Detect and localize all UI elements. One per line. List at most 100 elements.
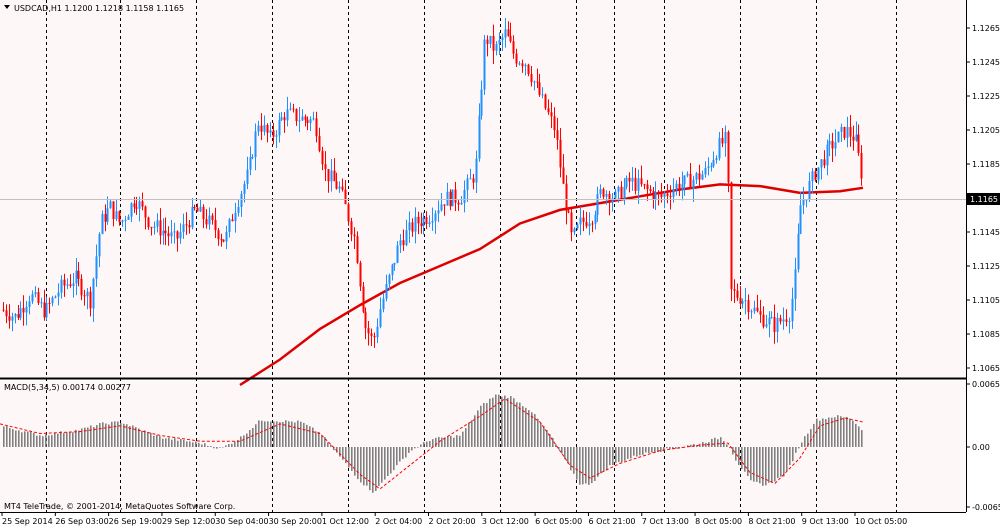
candle-body (257, 125, 260, 132)
time-tick-label: 3 Oct 12:00 (482, 517, 529, 526)
macd-bar (855, 423, 857, 447)
moving-average (239, 183, 864, 387)
macd-bar (786, 447, 788, 471)
macd-bar (207, 445, 209, 447)
candle-body (196, 207, 199, 212)
candle-body (51, 297, 54, 304)
macd-bar (555, 444, 557, 447)
candle-body (608, 193, 611, 203)
candle-body (686, 173, 689, 176)
macd-bar (804, 436, 806, 447)
macd-bar (357, 447, 359, 480)
macd-bar (225, 445, 227, 447)
candle-body (794, 269, 797, 299)
macd-bar (21, 432, 23, 447)
candle-body (594, 214, 597, 224)
macd-bar (345, 447, 347, 464)
candle-body (524, 64, 527, 67)
candle-body (115, 211, 118, 220)
macd-bar (273, 421, 275, 447)
candle-body (266, 125, 269, 133)
macd-bar (231, 443, 233, 447)
macd-bar (93, 427, 95, 447)
candle-body (106, 208, 109, 222)
candle-body (5, 310, 8, 317)
macd-bar (390, 447, 392, 474)
candle-body (646, 184, 649, 190)
macd-bar (381, 447, 383, 483)
macd-bar (666, 447, 668, 449)
macd-bar (204, 443, 206, 447)
candle-body (411, 222, 414, 232)
macd-bar (651, 447, 653, 453)
candle-body (736, 290, 739, 298)
time-tick-label: 9 Oct 13:00 (802, 517, 849, 526)
macd-bar (516, 402, 518, 447)
candle-body (596, 194, 599, 215)
macd-bar (183, 439, 185, 447)
dropdown-arrow-icon[interactable] (4, 5, 10, 9)
candle-body (118, 211, 121, 222)
time-tick-label: 8 Oct 05:00 (695, 517, 742, 526)
candle-body (243, 183, 246, 194)
candle-body (185, 224, 188, 226)
candle-body (205, 219, 208, 225)
candle-body (849, 127, 852, 137)
time-tick-label: 2 Oct 04:00 (375, 517, 422, 526)
macd-bar (585, 447, 587, 484)
candle-body (634, 177, 637, 191)
macd-bar (753, 447, 755, 482)
macd-bar (6, 426, 8, 447)
candle-body (721, 137, 724, 144)
time-tick-label: 30 Sep 04:00 (215, 517, 268, 526)
candle-body (782, 319, 785, 322)
macd-bar (300, 421, 302, 447)
candle-body (556, 130, 559, 140)
macd-bar (102, 422, 104, 447)
macd-bar (456, 435, 458, 447)
macd-bar (348, 447, 350, 468)
main-plot-area[interactable] (0, 0, 966, 377)
candle-body (521, 63, 524, 67)
macd-signal-path (0, 398, 864, 490)
candle-body (579, 217, 582, 225)
candle-body (733, 289, 736, 291)
macd-bar (492, 397, 494, 447)
candle-body (773, 317, 776, 332)
macd-bar (657, 447, 659, 453)
candle-body (364, 311, 367, 329)
candle-body (672, 189, 675, 197)
candle-body (507, 29, 510, 37)
candle-body (828, 140, 831, 145)
candle-body (562, 167, 565, 184)
macd-bar (705, 442, 707, 447)
candle-body (573, 228, 576, 233)
macd-bar (219, 447, 221, 448)
candle-body (45, 302, 48, 318)
candle-body (347, 204, 350, 222)
candle-body (362, 286, 365, 312)
candle-body (617, 186, 620, 192)
macd-bar (171, 439, 173, 447)
macd-bar (498, 394, 500, 447)
time-tick-label: 26 Sep 19:00 (109, 517, 162, 526)
candle-body (808, 181, 811, 200)
candle-body (298, 120, 301, 122)
candle-body (170, 232, 173, 237)
macd-bar (405, 447, 407, 458)
candle-body (857, 134, 860, 153)
macd-bar (249, 430, 251, 447)
macd-bar (18, 430, 20, 447)
macd-bar (489, 398, 491, 447)
macd-bar (234, 441, 236, 447)
macd-bar (642, 447, 644, 455)
candle-body (698, 173, 701, 180)
time-tick-label: 29 Sep 12:00 (162, 517, 215, 526)
candle-body (275, 135, 278, 137)
candle-body (730, 182, 733, 290)
candle-body (405, 230, 408, 246)
macd-bar (75, 429, 77, 447)
candle-body (402, 240, 405, 246)
candle-body (843, 126, 846, 138)
